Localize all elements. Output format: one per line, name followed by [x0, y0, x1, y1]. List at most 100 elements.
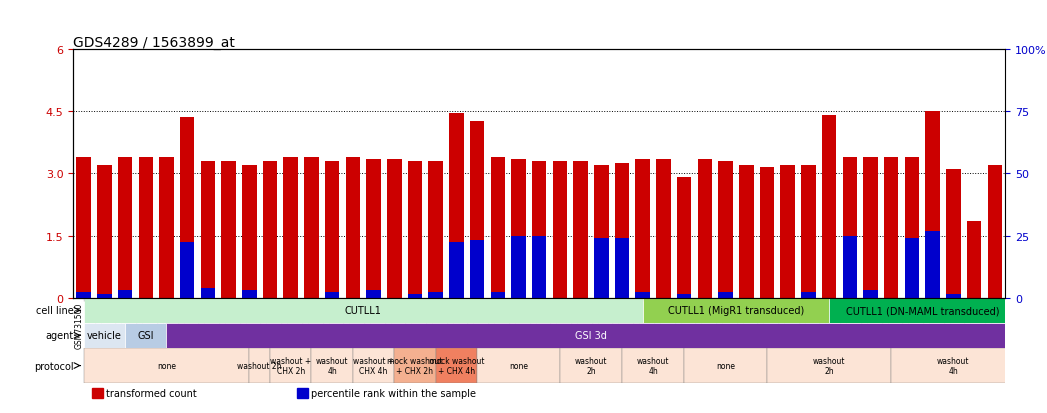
Bar	[491, 292, 505, 298]
Bar	[946, 170, 960, 298]
Text: CUTLL1 (DN-MAML transduced): CUTLL1 (DN-MAML transduced)	[846, 306, 999, 316]
Bar	[242, 290, 257, 298]
Bar	[946, 294, 960, 298]
Bar	[718, 161, 733, 298]
Bar	[615, 238, 629, 298]
Bar	[325, 292, 339, 298]
Bar	[532, 161, 547, 298]
Bar	[864, 157, 877, 298]
Bar	[449, 114, 464, 298]
Bar	[905, 238, 919, 298]
Bar	[449, 242, 464, 298]
Bar	[594, 166, 608, 298]
Bar	[242, 166, 257, 298]
Bar	[864, 290, 877, 298]
Bar	[97, 166, 112, 298]
Bar	[270, 348, 311, 383]
Bar	[636, 292, 650, 298]
Bar	[201, 288, 215, 298]
Bar	[760, 168, 774, 298]
Bar	[622, 348, 684, 383]
Bar	[180, 118, 195, 298]
Text: none: none	[716, 361, 735, 370]
Bar	[553, 161, 567, 298]
Bar	[511, 159, 526, 298]
Bar	[532, 236, 547, 298]
Bar	[325, 161, 339, 298]
Bar	[891, 348, 1016, 383]
Bar	[84, 323, 125, 348]
Text: washout
4h: washout 4h	[637, 356, 669, 375]
Bar	[843, 236, 857, 298]
Text: GDS4289 / 1563899_at: GDS4289 / 1563899_at	[73, 36, 236, 50]
Bar	[822, 116, 837, 298]
Text: transformed count: transformed count	[106, 388, 197, 398]
Bar	[926, 232, 940, 298]
Bar	[84, 348, 249, 383]
Text: agent: agent	[45, 330, 73, 340]
Bar	[138, 157, 153, 298]
Bar	[987, 166, 1002, 298]
Bar	[125, 323, 166, 348]
Bar	[159, 157, 174, 298]
Bar	[97, 294, 112, 298]
Text: washout +
CHX 4h: washout + CHX 4h	[353, 356, 394, 375]
Text: none: none	[509, 361, 528, 370]
Text: washout
2h: washout 2h	[812, 356, 845, 375]
Text: vehicle: vehicle	[87, 330, 121, 340]
Bar	[677, 178, 691, 298]
Bar	[353, 348, 395, 383]
Bar	[118, 290, 132, 298]
Bar	[428, 161, 443, 298]
Text: washout
2h: washout 2h	[575, 356, 607, 375]
Bar	[470, 240, 485, 298]
Bar	[297, 388, 308, 399]
Bar	[636, 159, 650, 298]
Bar	[92, 388, 103, 399]
Bar	[366, 290, 381, 298]
Bar	[739, 166, 754, 298]
Bar	[305, 157, 318, 298]
Bar	[615, 164, 629, 298]
Bar	[387, 159, 401, 298]
Bar	[180, 242, 195, 298]
Text: washout +
CHX 2h: washout + CHX 2h	[270, 356, 311, 375]
Text: mock washout
+ CHX 2h: mock washout + CHX 2h	[387, 356, 443, 375]
Bar	[767, 348, 891, 383]
Bar	[684, 348, 767, 383]
Bar	[884, 157, 898, 298]
Bar	[780, 166, 795, 298]
Bar	[926, 112, 940, 298]
Text: percentile rank within the sample: percentile rank within the sample	[311, 388, 476, 398]
Bar	[594, 238, 608, 298]
Text: CUTLL1: CUTLL1	[344, 306, 381, 316]
Text: washout
4h: washout 4h	[937, 356, 970, 375]
Bar	[263, 161, 277, 298]
Bar	[643, 298, 829, 323]
Bar	[221, 161, 236, 298]
Bar	[436, 348, 477, 383]
Text: none: none	[157, 361, 176, 370]
Bar	[118, 157, 132, 298]
Bar	[656, 159, 671, 298]
Text: cell line: cell line	[36, 306, 73, 316]
Bar	[511, 236, 526, 298]
Bar	[697, 159, 712, 298]
Bar	[428, 292, 443, 298]
Bar	[470, 122, 485, 298]
Bar	[801, 166, 816, 298]
Text: CUTLL1 (MigR1 transduced): CUTLL1 (MigR1 transduced)	[668, 306, 804, 316]
Bar	[718, 292, 733, 298]
Bar	[843, 157, 857, 298]
Bar	[395, 348, 436, 383]
Text: washout 2h: washout 2h	[238, 361, 282, 370]
Bar	[574, 161, 587, 298]
Bar	[801, 292, 816, 298]
Text: mock washout
+ CHX 4h: mock washout + CHX 4h	[428, 356, 484, 375]
Bar	[677, 294, 691, 298]
Bar	[249, 348, 270, 383]
Bar	[76, 292, 91, 298]
Bar	[311, 348, 353, 383]
Bar	[346, 157, 360, 298]
Bar	[477, 348, 560, 383]
